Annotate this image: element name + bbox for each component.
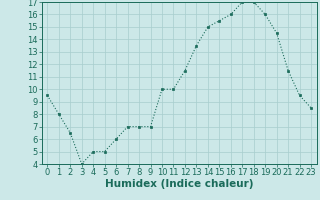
X-axis label: Humidex (Indice chaleur): Humidex (Indice chaleur) bbox=[105, 179, 253, 189]
